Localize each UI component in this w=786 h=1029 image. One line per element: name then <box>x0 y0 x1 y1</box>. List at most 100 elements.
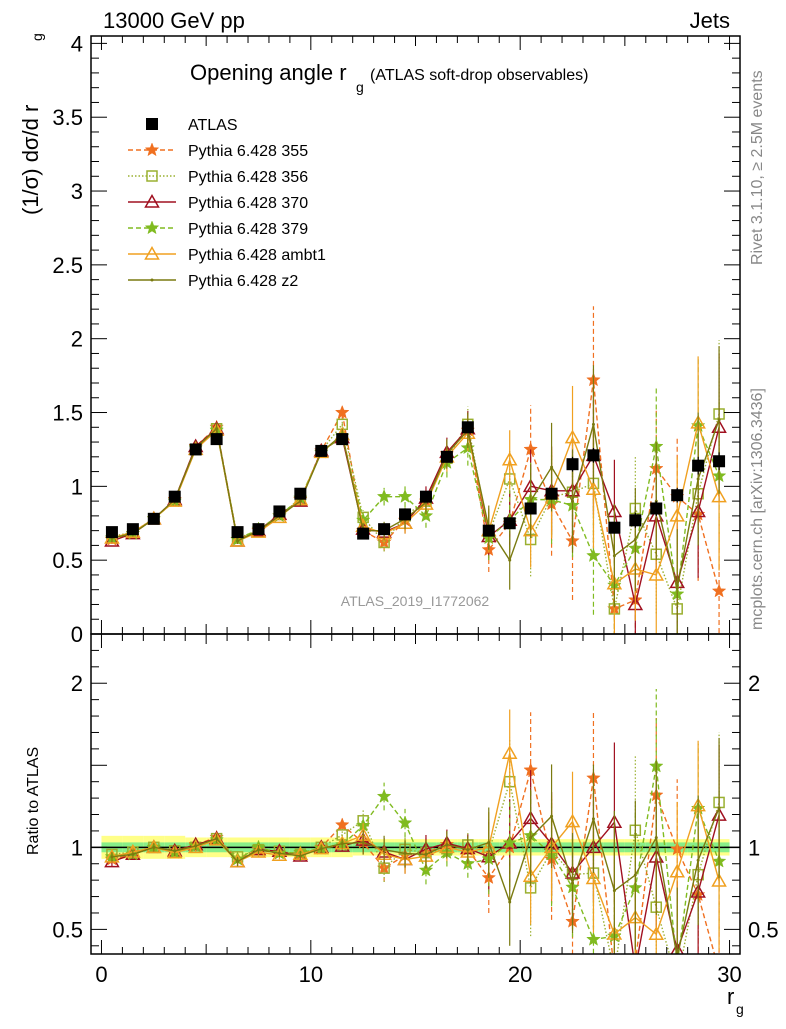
x-tick-label-30: 30 <box>717 962 741 987</box>
data-point-13 <box>378 523 391 536</box>
series-5-point-9 <box>298 499 302 503</box>
legend-marker-0 <box>146 118 158 130</box>
data-point-2 <box>147 512 160 525</box>
y-tick-label-0: 0 <box>71 622 83 647</box>
ratio-tick-label-right-2: 2 <box>748 671 760 696</box>
main-panel-series <box>104 306 727 634</box>
ratio-series-5-point-16 <box>445 843 449 847</box>
data-point-29 <box>713 455 726 468</box>
data-point-19 <box>503 517 516 530</box>
legend-item-5: Pythia 6.428 ambt1 <box>128 245 326 264</box>
ratio-series-5 <box>110 737 721 959</box>
data-point-12 <box>357 527 370 540</box>
ratio-series-5-line <box>111 807 720 954</box>
legend-item-4: Pythia 6.428 379 <box>128 220 308 238</box>
chart-title-subscript: g <box>356 79 364 95</box>
ratio-series-4-point-3 <box>166 844 183 859</box>
ratio-series-0-point-25 <box>629 955 642 968</box>
data-point-8 <box>273 505 286 518</box>
legend-marker-5 <box>144 245 160 260</box>
legend-marker-2 <box>146 170 158 182</box>
ratio-y-axis-label: Ratio to ATLAS <box>25 747 42 855</box>
series-0 <box>104 306 727 634</box>
series-5-point-23 <box>591 422 595 426</box>
series-5-line <box>111 419 720 589</box>
data-point-9 <box>294 487 307 500</box>
series-0-point-29 <box>711 583 727 598</box>
ratio-series-5-point-5 <box>215 837 219 841</box>
data-point-22 <box>566 458 579 471</box>
ratio-series-2 <box>104 742 727 974</box>
legend-label-5: Pythia 6.428 ambt1 <box>188 247 326 264</box>
ratio-series-5-point-7 <box>256 848 260 852</box>
data-point-20 <box>524 502 537 515</box>
chart-title: Opening angle r g (ATLAS soft-drop obser… <box>190 60 588 95</box>
ratio-series-0-point-11 <box>334 817 350 832</box>
ratio-series-5-point-12 <box>361 841 365 845</box>
legend-item-6: Pythia 6.428 z2 <box>128 273 298 290</box>
ratio-series-5-point-8 <box>277 851 281 855</box>
ratio-panel-series <box>104 689 727 987</box>
header-left: 13000 GeV pp <box>103 8 245 33</box>
y-axis-label: (1/σ) dσ/d r g <box>18 33 45 215</box>
ratio-series-5-point-6 <box>236 860 240 864</box>
ratio-series-1-point-27 <box>672 977 682 987</box>
ratio-series-4-point-26 <box>648 926 665 940</box>
ratio-series-4-point-23 <box>585 870 602 885</box>
side-label-top: Rivet 3.1.10, ≥ 2.5M events <box>749 70 766 265</box>
series-4-point-27 <box>669 507 685 522</box>
legend-item-0: ATLAS <box>146 117 238 134</box>
data-point-11 <box>336 433 349 446</box>
ratio-series-5-point-9 <box>298 854 302 858</box>
ratio-series-4-point-8 <box>271 847 288 861</box>
series-5-point-20 <box>529 499 533 503</box>
series-4-point-22 <box>564 429 581 444</box>
ratio-series-5-point-24 <box>612 889 616 893</box>
y-axis-label-subscript: g <box>29 33 45 41</box>
ratio-series-5-point-15 <box>424 852 428 856</box>
series-layer <box>104 306 727 987</box>
data-point-0 <box>105 526 118 539</box>
ratio-series-4-point-27 <box>669 863 685 878</box>
ratio-series-5-point-18 <box>487 841 491 845</box>
ratio-series-5-point-21 <box>550 814 554 818</box>
series-3-point-14 <box>397 488 413 503</box>
ratio-series-3-point-14 <box>397 815 413 830</box>
legend-label-2: Pythia 6.428 356 <box>188 169 308 186</box>
ratio-series-2-point-25 <box>629 962 642 974</box>
legend-marker-4 <box>144 220 160 235</box>
x-axis-label: r g <box>727 984 744 1017</box>
series-5-point-28 <box>696 477 700 481</box>
series-0-point-11 <box>334 404 350 419</box>
ratio-series-3-line <box>111 766 720 954</box>
ratio-series-4-point-2 <box>146 839 162 854</box>
x-axis-label-main: r <box>727 984 734 1009</box>
legend-label-0: ATLAS <box>188 117 238 134</box>
ratio-series-5-point-20 <box>529 836 533 840</box>
data-point-18 <box>482 524 495 537</box>
ratio-series-0-point-24 <box>608 966 621 979</box>
series-3-point-23 <box>586 548 601 562</box>
ratio-tick-label-left-1: 1 <box>71 835 83 860</box>
ratio-series-5-point-1 <box>131 852 135 856</box>
series-5-point-22 <box>571 499 575 503</box>
data-point-23 <box>587 449 600 462</box>
y-axis-label-main: (1/σ) dσ/d r <box>18 105 43 215</box>
data-point-28 <box>692 459 705 472</box>
ratio-tick-label-left-2: 2 <box>71 671 83 696</box>
ratio-series-5-point-28 <box>696 858 700 862</box>
legend: ATLAS Pythia 6.428 355 Pythia 6.428 356 Pyt… <box>128 117 326 290</box>
series-4-line <box>111 422 720 585</box>
ratio-series-5-point-27 <box>676 956 679 959</box>
data-point-16 <box>440 450 453 463</box>
series-4-point-29 <box>711 488 727 503</box>
series-3-point-13 <box>376 488 392 503</box>
ratio-tick-label-right-1: 1 <box>748 835 760 860</box>
ratio-series-0-line <box>111 769 716 954</box>
series-4-point-26 <box>648 566 665 581</box>
series-1 <box>106 340 725 634</box>
y-tick-label-3: 1.5 <box>52 401 83 426</box>
ratio-series-5-point-25 <box>633 873 637 877</box>
